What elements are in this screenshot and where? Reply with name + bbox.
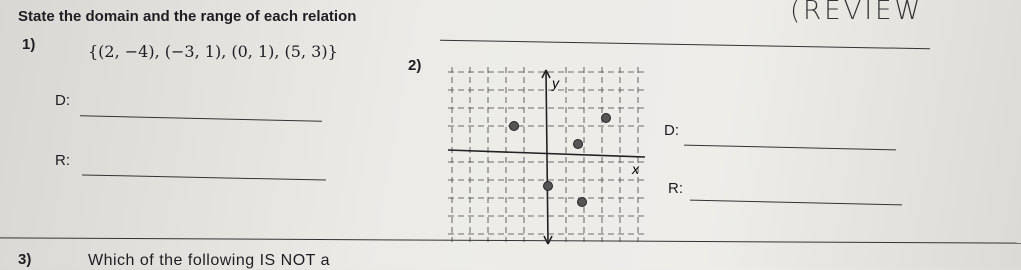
range-label: R: (668, 180, 683, 197)
problem-number: 1) (22, 36, 36, 53)
header-rule (440, 39, 930, 50)
review-stamp: (REVIEW (790, 0, 924, 26)
points (509, 113, 611, 207)
y-axis-label: y (551, 75, 560, 91)
x-axis-label: x (631, 161, 640, 177)
relation: {(2, −4), (−3, 1), (0, 1), (5, 3)} (88, 42, 338, 61)
domain-label: D: (664, 122, 679, 139)
answer-line (684, 144, 896, 151)
instructions: State the domain and the range of each r… (18, 8, 357, 25)
domain-label: D: (55, 92, 70, 109)
problem-number: 3) (18, 251, 32, 268)
problem-number: 2) (408, 57, 422, 74)
graph: y x (447, 67, 646, 245)
axes (447, 69, 646, 245)
question: Which of the following IS NOT a (88, 252, 330, 269)
answer-line (80, 115, 322, 122)
answer-line (690, 199, 902, 206)
answer-line (82, 174, 326, 181)
range-label: R: (55, 152, 70, 169)
